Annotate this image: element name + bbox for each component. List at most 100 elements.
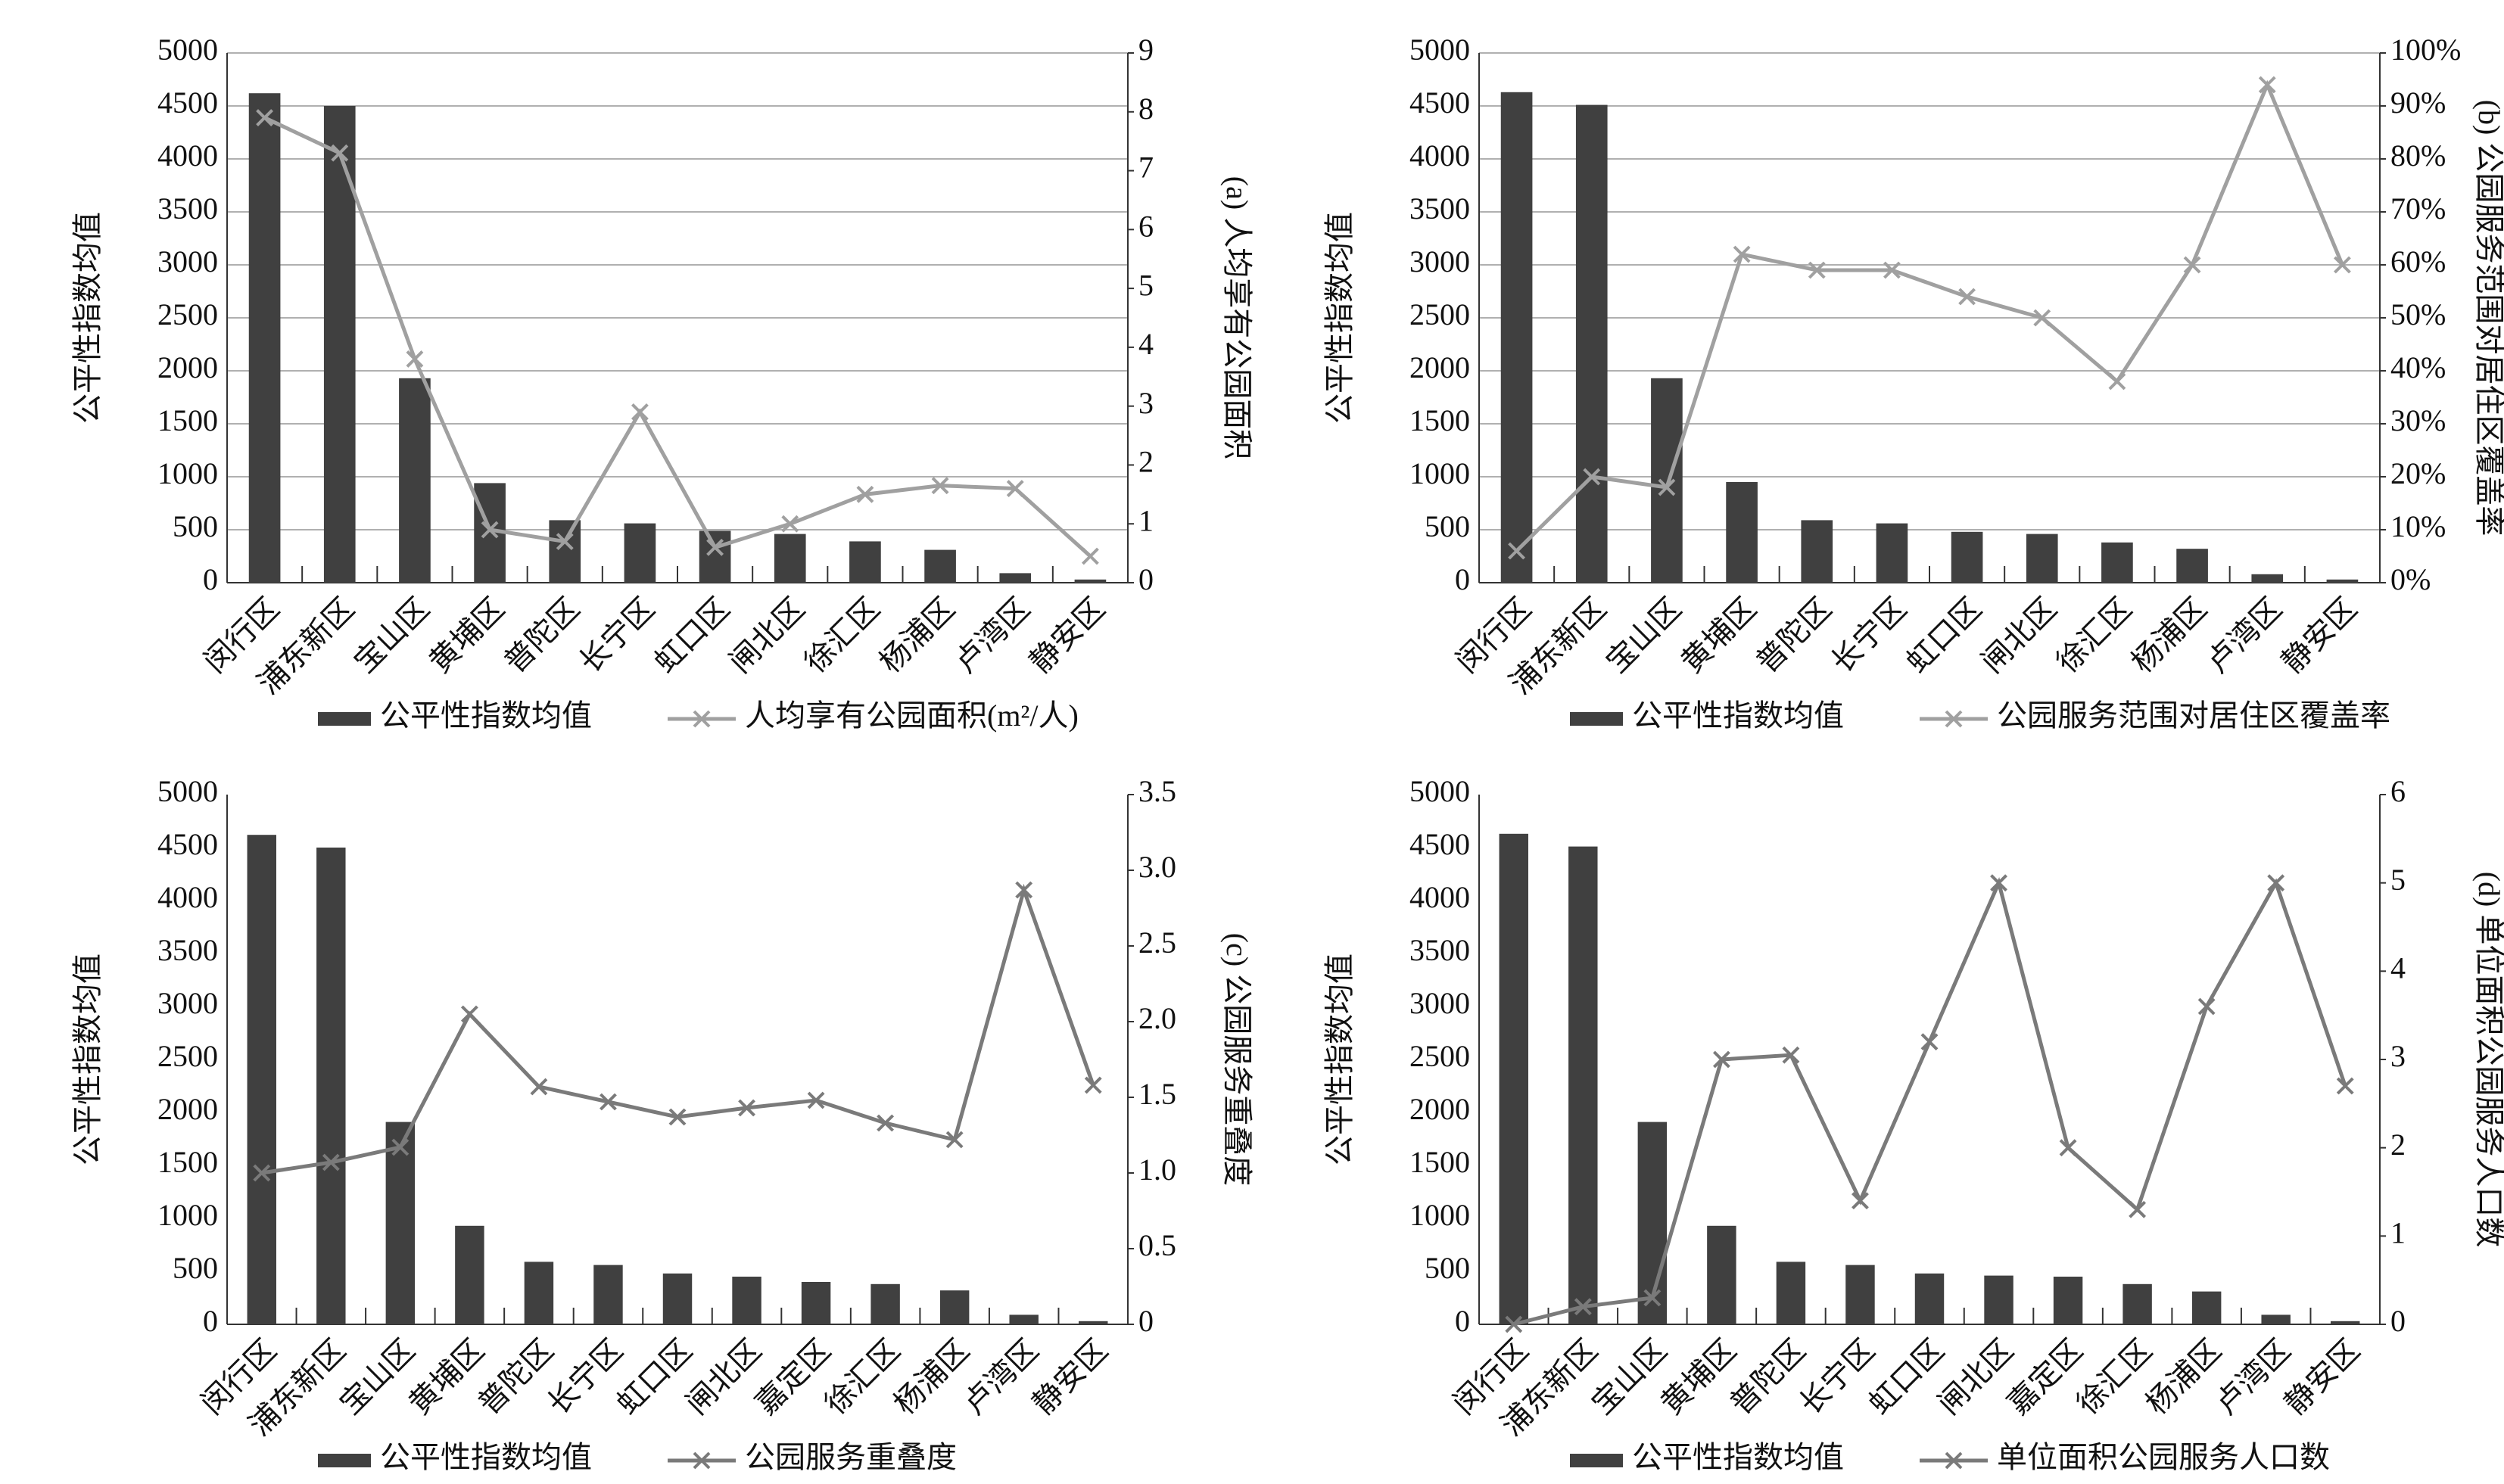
y2-tick-label: 6 xyxy=(2390,774,2406,808)
y2-tick-label: 20% xyxy=(2390,456,2446,490)
y2-tick-label: 2 xyxy=(1138,445,1154,479)
y-tick-label: 1500 xyxy=(157,1145,218,1179)
y-axis-title: 公平性指数均值 xyxy=(1322,212,1356,424)
legend-label: 单位面积公园服务人口数 xyxy=(1997,1440,2330,1474)
line-marker xyxy=(322,1153,340,1171)
y-tick-label: 5000 xyxy=(1409,774,1470,808)
legend-swatch xyxy=(318,1454,371,1467)
x-tick-label: 静安区 xyxy=(2275,591,2364,680)
legend-label: 公平性指数均值 xyxy=(1632,1440,1844,1474)
line-marker xyxy=(406,350,424,368)
y2-tick-label: 30% xyxy=(2390,403,2446,437)
y2-tick-label: 5 xyxy=(1138,268,1154,302)
x-tick-label: 徐汇区 xyxy=(2070,1333,2159,1421)
y-tick-label: 4000 xyxy=(157,880,218,914)
line-marker xyxy=(1082,547,1099,565)
x-tick-label: 虹口区 xyxy=(648,591,737,680)
bar xyxy=(2191,1291,2222,1324)
y-axis-title: 公平性指数均值 xyxy=(70,954,104,1165)
legend-swatch xyxy=(318,712,371,726)
y2-tick-label: 0 xyxy=(1138,562,1154,596)
bar xyxy=(2326,579,2359,583)
line-marker xyxy=(1782,1046,1800,1064)
bar xyxy=(1568,846,1598,1324)
legend-marker xyxy=(1945,1451,1963,1470)
y-tick-label: 1500 xyxy=(1409,1145,1470,1179)
bar xyxy=(699,530,731,583)
y-tick-label: 2000 xyxy=(1409,1092,1470,1126)
bar xyxy=(1801,520,1833,583)
x-tick-label: 黄埔区 xyxy=(1674,591,1763,680)
bar xyxy=(801,1282,831,1324)
bar xyxy=(1914,1273,1945,1324)
bar xyxy=(2101,542,2133,583)
line-marker xyxy=(1958,288,1976,306)
bar xyxy=(2261,1314,2291,1324)
y-tick-label: 2000 xyxy=(1409,350,1470,384)
x-tick-label: 长宁区 xyxy=(541,1333,630,1421)
y-tick-label: 5000 xyxy=(157,774,218,808)
y2-tick-label: 50% xyxy=(2390,297,2446,331)
line-marker xyxy=(1006,480,1024,497)
line-marker xyxy=(2059,1139,2077,1157)
x-tick-label: 宝山区 xyxy=(347,591,436,680)
y-tick-label: 3000 xyxy=(1409,244,1470,278)
x-tick-label: 长宁区 xyxy=(573,591,662,680)
legend-label: 人均享有公园面积(m²/人) xyxy=(745,698,1079,733)
x-tick-label: 黄埔区 xyxy=(422,591,511,680)
line-marker xyxy=(1920,1033,1939,1051)
bar xyxy=(399,378,431,583)
y-tick-label: 5000 xyxy=(157,33,218,67)
legend-marker xyxy=(693,710,711,728)
bar xyxy=(1079,1321,1108,1324)
y2-tick-label: 1.0 xyxy=(1138,1153,1176,1187)
y-tick-label: 2500 xyxy=(157,1039,218,1073)
x-tick-label: 静安区 xyxy=(1026,1333,1114,1421)
y-tick-label: 4500 xyxy=(157,86,218,120)
x-tick-label: 徐汇区 xyxy=(798,591,886,680)
legend-label: 公平性指数均值 xyxy=(380,1440,592,1474)
x-tick-label: 虹口区 xyxy=(1862,1333,1951,1421)
y-tick-label: 3500 xyxy=(1409,933,1470,967)
x-tick-label: 虹口区 xyxy=(610,1333,699,1421)
x-tick-label: 闸北区 xyxy=(723,591,811,680)
bar xyxy=(1984,1275,2013,1324)
line-marker xyxy=(1015,881,1033,899)
y-tick-label: 0 xyxy=(203,562,218,596)
line-marker xyxy=(481,521,499,539)
y-tick-label: 3000 xyxy=(1409,986,1470,1020)
line-marker xyxy=(1508,542,1525,560)
y-tick-label: 5000 xyxy=(1409,33,1470,67)
y-tick-label: 3000 xyxy=(157,244,218,278)
line-marker xyxy=(2033,309,2051,327)
y-tick-label: 2000 xyxy=(157,1092,218,1126)
line-marker xyxy=(2334,256,2351,274)
legend-marker xyxy=(1945,710,1963,728)
bar xyxy=(1726,482,1758,583)
line-marker xyxy=(1712,1050,1730,1069)
y2-tick-label: 0 xyxy=(1138,1304,1154,1338)
y2-tick-label: 0 xyxy=(2390,1304,2406,1338)
data-line xyxy=(1515,79,2344,552)
legend-label: 公园服务范围对居住区覆盖率 xyxy=(1997,698,2390,733)
line-marker xyxy=(738,1099,755,1117)
y2-tick-label: 1.5 xyxy=(1138,1077,1176,1111)
chart-panel: 0 500 1000 1500 2000 2500 3000 3500 4000 4500 5000… xyxy=(70,33,1254,733)
x-tick-label: 闸北区 xyxy=(1975,591,2063,680)
line-marker xyxy=(807,1091,825,1109)
bar xyxy=(1500,92,1533,583)
y2-axis-title: (c) 公园服务重叠度 xyxy=(1220,933,1254,1186)
y-tick-label: 0 xyxy=(203,1304,218,1338)
y2-axis-title: (d) 单位面积公园服务人口数 xyxy=(2472,872,2504,1248)
line-marker xyxy=(668,1108,687,1126)
line-marker xyxy=(1084,1076,1102,1094)
bar xyxy=(323,106,356,583)
bar xyxy=(248,93,281,583)
y-tick-label: 4500 xyxy=(1409,86,1470,120)
bar xyxy=(316,848,346,1324)
y2-tick-label: 7 xyxy=(1138,151,1154,185)
bar xyxy=(2251,574,2284,583)
y-tick-label: 4000 xyxy=(1409,138,1470,173)
y-tick-label: 1000 xyxy=(1409,456,1470,490)
line-marker xyxy=(1808,261,1826,279)
